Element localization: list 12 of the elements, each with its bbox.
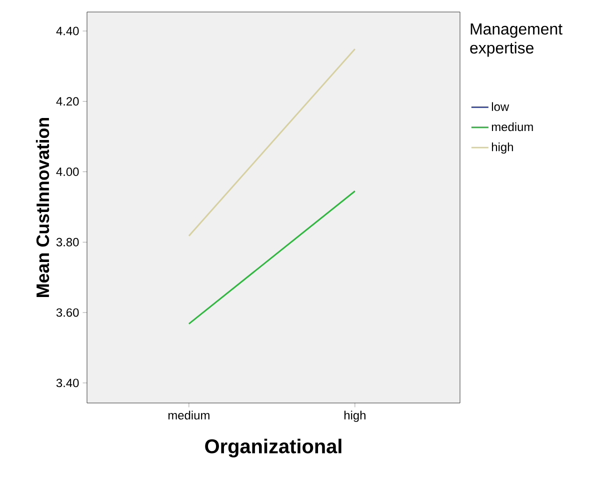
legend-label: high (492, 142, 513, 154)
y-tick-label: 3.80 (56, 238, 79, 246)
x-axis-title: Organizational (205, 438, 342, 458)
y-tick-label: 4.00 (56, 168, 79, 176)
y-tick-label: 4.20 (56, 97, 79, 106)
y-tick-label: 3.60 (56, 308, 79, 317)
legend-label: low (492, 102, 510, 111)
y-axis-title: Mean CustInnovation (36, 118, 50, 297)
y-tick-label: 4.40 (56, 26, 79, 36)
legend-label: medium (492, 122, 533, 132)
legend-title: Management expertise (470, 24, 562, 57)
y-tick-label: 3.40 (56, 378, 79, 388)
